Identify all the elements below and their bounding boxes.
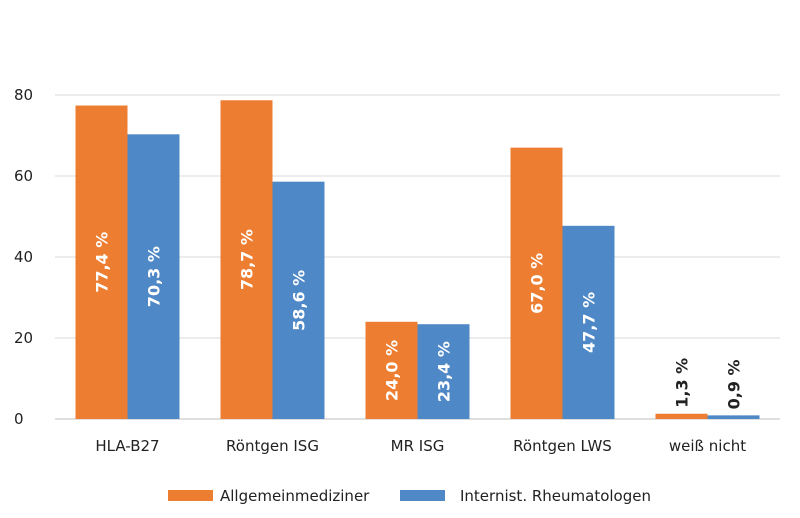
data-label: 70,3 % — [145, 246, 164, 307]
legend-swatch — [400, 490, 445, 501]
y-tick-label: 80 — [14, 86, 33, 104]
bar-rheumatologen — [562, 225, 615, 419]
y-tick-label: 40 — [14, 248, 33, 266]
data-label: 58,6 % — [290, 270, 309, 331]
legend: Allgemeinmediziner Internist. Rheumatolog… — [168, 487, 651, 505]
bar-allgemeinmediziner — [75, 105, 128, 419]
bar-rheumatologen — [417, 324, 470, 419]
data-label: 23,4 % — [435, 341, 454, 402]
data-label: 77,4 % — [93, 232, 112, 293]
y-tick-label: 60 — [14, 167, 33, 185]
data-label: 0,9 % — [725, 359, 744, 409]
bar-allgemeinmediziner — [510, 147, 563, 419]
bar-allgemeinmediziner — [655, 413, 708, 419]
bar-rheumatologen — [127, 134, 180, 419]
bars — [75, 100, 760, 419]
legend-label: Internist. Rheumatologen — [460, 487, 651, 505]
bar-rheumatologen — [272, 181, 325, 419]
legend-label: Allgemeinmediziner — [220, 487, 370, 505]
legend-swatch — [168, 490, 213, 501]
category-label: HLA-B27 — [95, 437, 159, 455]
data-labels: 77,4 % 70,3 % 78,7 % 58,6 % 24,0 % 23,4 % 67,0… — [93, 229, 744, 409]
data-label: 78,7 % — [238, 229, 257, 290]
data-label: 67,0 % — [528, 253, 547, 314]
data-label: 1,3 % — [673, 358, 692, 408]
bar-rheumatologen — [707, 415, 760, 419]
bar-allgemeinmediziner — [220, 100, 273, 419]
category-label: MR ISG — [391, 437, 445, 455]
x-axis-categories: HLA-B27 Röntgen ISG MR ISG Röntgen LWS weiß … — [95, 437, 746, 455]
y-axis-ticks: 0 20 40 60 80 — [14, 86, 33, 428]
data-label: 47,7 % — [580, 292, 599, 353]
data-label: 24,0 % — [383, 340, 402, 401]
y-tick-label: 0 — [14, 410, 24, 428]
category-label: Röntgen LWS — [513, 437, 612, 455]
bar-allgemeinmediziner — [365, 321, 418, 419]
category-label: Röntgen ISG — [226, 437, 319, 455]
y-tick-label: 20 — [14, 329, 33, 347]
category-label: weiß nicht — [669, 437, 746, 455]
